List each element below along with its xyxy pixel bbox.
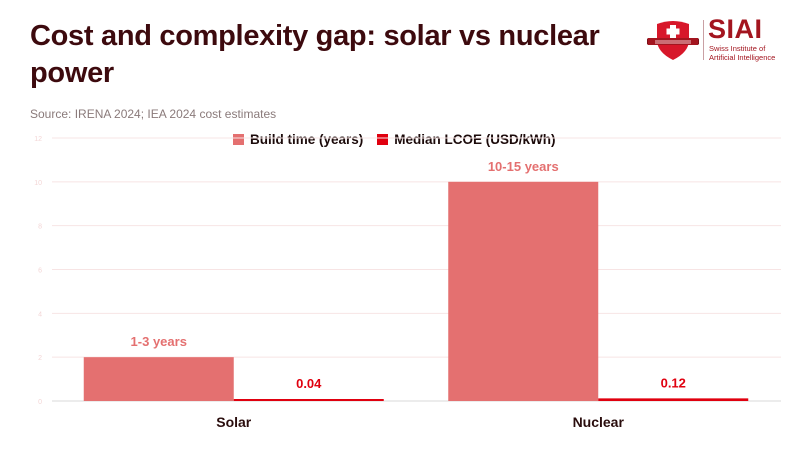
siai-logo: SIAI Swiss Institute of Artificial Intel… (647, 14, 777, 62)
x-category-label: Solar (216, 414, 252, 430)
y-axis-ticks: 0 2 4 6 8 10 12 (34, 136, 42, 406)
legend-swatch-build-time (233, 134, 244, 145)
bar-build-time-nuclear[interactable] (448, 181, 599, 401)
legend-swatch-lcoe (377, 134, 389, 145)
y-tick-label: 0 (38, 399, 42, 406)
data-label: 1-3 years (131, 334, 187, 349)
logo-wordmark: SIAI (708, 14, 763, 44)
legend-label-lcoe: Median LCOE (USD/kWh) (394, 132, 556, 147)
logo-subtitle-line2: Artificial Intelligence (709, 52, 776, 62)
x-category-label: Nuclear (573, 414, 625, 430)
legend-item-lcoe[interactable]: Median LCOE (USD/kWh) (377, 132, 556, 147)
legend-label-build-time: Build time (years) (250, 132, 364, 147)
shield-cross-icon (647, 21, 699, 60)
logo-divider (703, 20, 704, 60)
legend-item-build-time[interactable]: Build time (years) (233, 132, 363, 147)
chart-title: Cost and complexity gap: solar vs nuclea… (30, 20, 600, 89)
y-tick-label: 4 (38, 311, 42, 318)
y-tick-label: 10 (34, 180, 42, 187)
bar-build-time-solar[interactable] (83, 357, 234, 401)
data-label: 10-15 years (488, 159, 559, 174)
y-tick-label: 8 (38, 224, 42, 231)
chart-source: Source: IRENA 2024; IEA 2024 cost estima… (30, 107, 277, 121)
y-tick-label: 6 (38, 268, 42, 275)
data-labels: 1-3 years 0.04 10-15 years 0.12 (131, 159, 686, 391)
x-axis-labels: Solar Nuclear (216, 414, 624, 430)
bar-lcoe-solar[interactable] (233, 399, 384, 401)
logo-subtitle-line1: Swiss Institute of (709, 44, 766, 53)
data-label: 0.12 (661, 375, 686, 390)
bar-lcoe-nuclear[interactable] (598, 398, 749, 401)
chart-legend: Build time (years) Median LCOE (USD/kWh) (233, 132, 556, 147)
logo-subtitle: Swiss Institute of Artificial Intelligen… (709, 44, 776, 62)
data-label: 0.04 (296, 376, 322, 391)
y-tick-label: 2 (38, 355, 42, 362)
y-tick-label: 12 (34, 136, 42, 143)
bars (83, 181, 749, 401)
